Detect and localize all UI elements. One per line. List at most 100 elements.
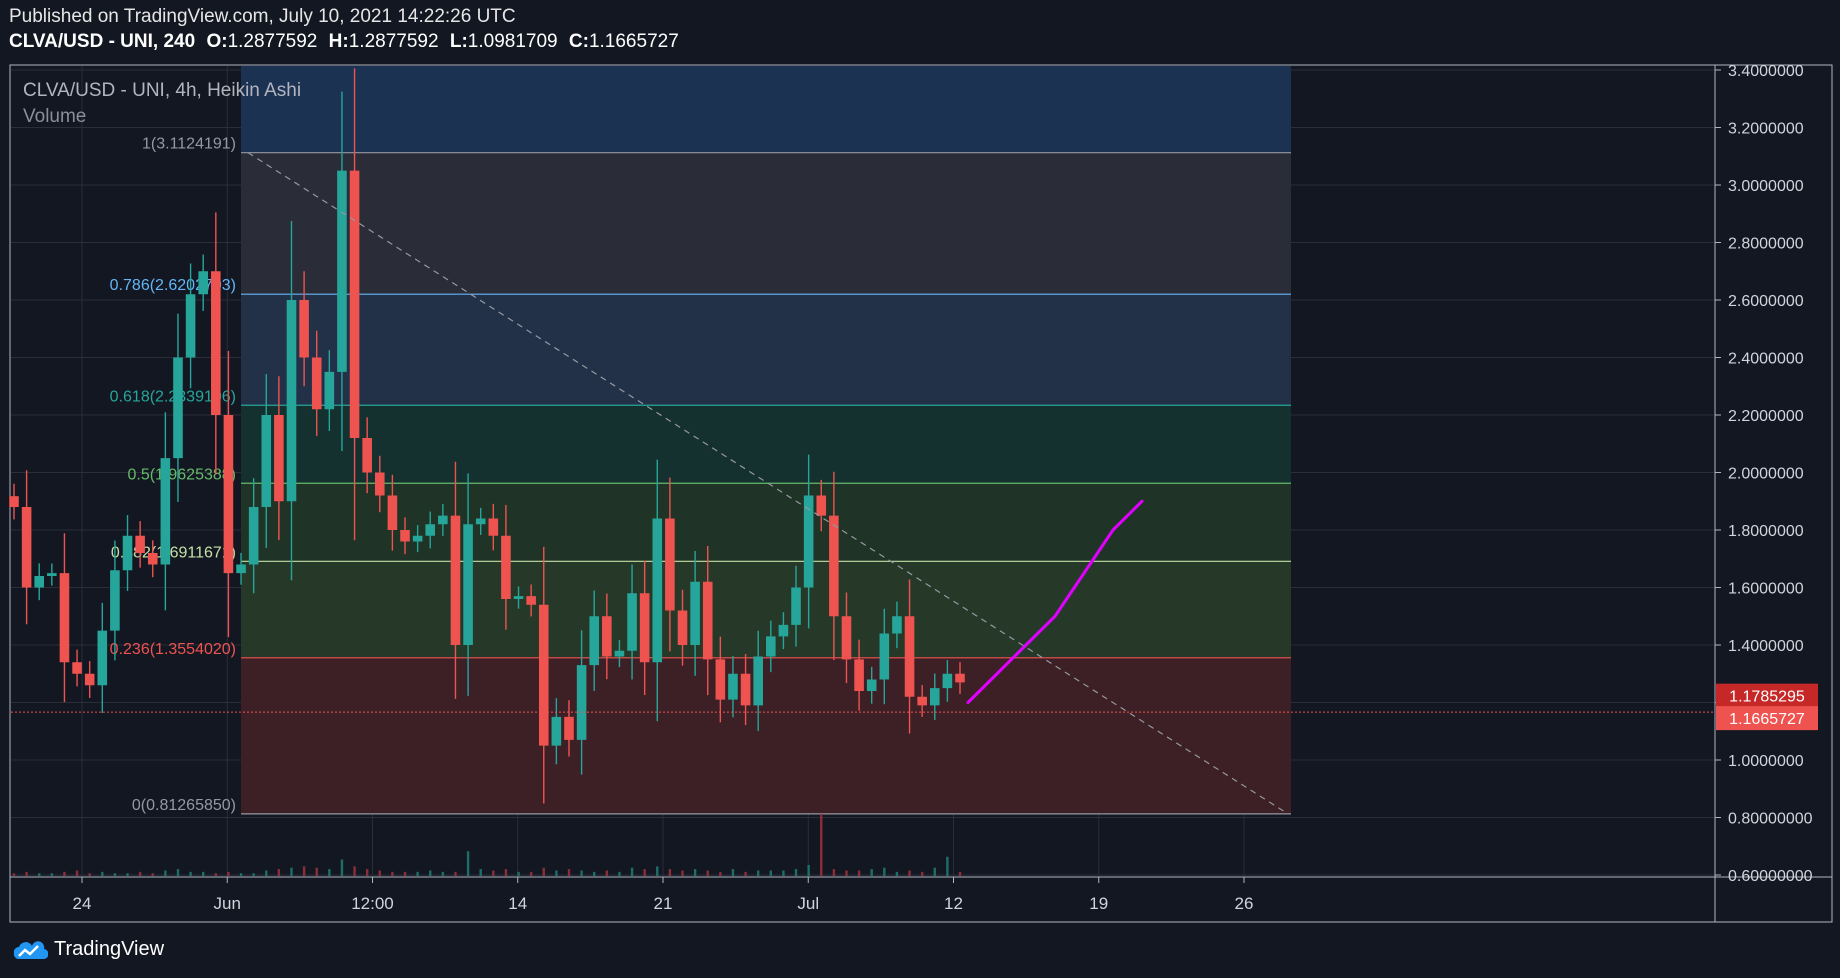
low-value: 1.0981709 (467, 31, 558, 52)
fib-level-label: 0.5(1.9625388) (127, 466, 236, 483)
volume-bar (88, 873, 91, 876)
volume-bar (946, 856, 949, 876)
volume-bar (391, 871, 394, 876)
volume-bar (807, 864, 810, 876)
published-text: Published on TradingView.com, July 10, 2… (9, 6, 516, 27)
candle-body (211, 271, 221, 415)
candle-body (34, 576, 45, 588)
chart-border (9, 64, 1833, 923)
volume-bar (138, 871, 142, 876)
volume-bar (378, 870, 381, 876)
price-tick-label: 1.8000000 (1728, 523, 1804, 540)
trend-line (247, 152, 1289, 815)
candle-body (400, 530, 410, 542)
price-axis[interactable]: 3.4000000 3.2000000 3.0000000 2.8000000 2.60… (1715, 63, 1818, 885)
price-tick-label: 1.6000000 (1728, 581, 1804, 598)
volume-bar (328, 869, 331, 876)
volume-bar (668, 869, 672, 876)
volume-bar (567, 869, 571, 876)
candle-body (816, 495, 827, 516)
candle-body (929, 688, 940, 706)
price-tick-label: 3.0000000 (1728, 178, 1804, 195)
candle-body (425, 524, 436, 536)
time-tick-label: 24 (73, 894, 92, 913)
candle-body (173, 357, 183, 459)
candle-body (110, 570, 120, 631)
candle-body (753, 656, 763, 706)
candle-body (72, 662, 82, 674)
candle-body (438, 515, 448, 525)
time-tick-label: 14 (508, 894, 527, 913)
candle-body (488, 518, 499, 536)
volume-bar (151, 873, 154, 876)
fib-level-label: 0(0.81265850) (132, 797, 236, 814)
price-tick-label: 2.2000000 (1728, 408, 1804, 425)
candle-body (538, 604, 549, 746)
volume-bar (227, 871, 230, 876)
fib-retracement[interactable]: 1(3.1124191)0.786(2.6202703)0.618(2.2339… (110, 66, 1291, 815)
volume-bar (820, 814, 823, 876)
candle-body (274, 415, 284, 502)
price-tag (1716, 706, 1818, 731)
candle-body (311, 357, 322, 410)
close-label: C: (568, 31, 589, 52)
candle-body (589, 616, 600, 666)
volume-legend[interactable]: Volume (23, 106, 87, 127)
volume-bar (832, 869, 836, 876)
projection-curve (966, 499, 1144, 704)
volume-bar (176, 869, 180, 876)
candle-body (47, 573, 57, 576)
price-tick-label: 3.2000000 (1728, 121, 1804, 138)
candle-body (803, 495, 814, 588)
price-tick-label: 2.0000000 (1728, 466, 1804, 483)
fib-zone (241, 483, 1291, 562)
candle-body (766, 636, 776, 657)
tradingview-logo[interactable]: TradingView (12, 938, 164, 961)
candle-body (917, 696, 927, 706)
candle-body (614, 650, 625, 657)
volume-bar (239, 873, 243, 876)
candle-body (261, 415, 272, 507)
candle-body (324, 371, 335, 410)
fib-zone (241, 405, 1291, 484)
volume-bar (290, 867, 293, 876)
volume-bar (870, 869, 873, 876)
volume-bar (214, 873, 218, 876)
volume-bar (277, 869, 281, 876)
time-tick-label: 12:00 (351, 894, 394, 913)
tradingview-brand: TradingView (54, 938, 165, 960)
symbol-interval: CLVA/USD - UNI, 240 (9, 31, 196, 52)
volume-bar (466, 851, 470, 876)
drawings[interactable] (11, 152, 1714, 815)
volume-bar (189, 871, 192, 876)
high-label: H: (328, 31, 349, 52)
fib-level-label: 0.618(2.2339106) (110, 388, 236, 405)
volume-bar (706, 870, 709, 876)
price-tick-label: 1.0000000 (1728, 753, 1804, 770)
volume-bar (883, 867, 886, 876)
volume-bar (63, 871, 66, 876)
time-axis[interactable]: 24 Jun 12:00 14 21 Jul 12 19 26 (73, 877, 1254, 913)
ohlc-header: CLVA/USD - UNI, 240 O:1.2877592 H:1.2877… (9, 31, 679, 53)
volume-bar (126, 873, 129, 876)
fib-zone-top (241, 66, 1291, 153)
volume-bars (12, 814, 962, 876)
candle-body (740, 673, 751, 706)
volume-bar (202, 871, 205, 876)
candle-body (702, 581, 713, 660)
series-legend[interactable]: CLVA/USD - UNI, 4h, Heikin Ashi (23, 80, 302, 101)
candle-body (362, 438, 372, 473)
price-tick-label: 2.4000000 (1728, 351, 1804, 368)
candle-body (387, 495, 398, 530)
high-value: 1.2877592 (348, 31, 439, 52)
volume-bar (555, 870, 558, 876)
volume-bar (12, 873, 16, 876)
volume-bar (365, 869, 369, 876)
candle-body (892, 616, 902, 634)
candle-body (513, 596, 524, 599)
candle-body (9, 496, 19, 507)
volume-bar (38, 873, 41, 876)
volume-bar (719, 871, 722, 876)
volume-bar (315, 867, 318, 876)
